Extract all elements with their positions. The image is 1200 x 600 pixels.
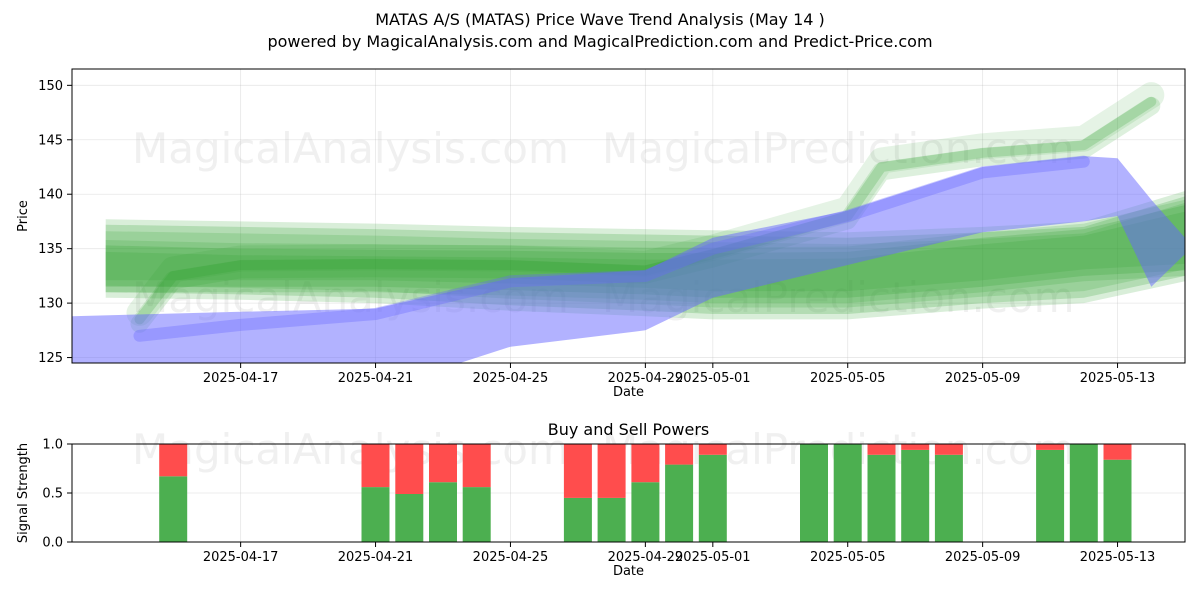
price-panel-frame	[71, 68, 1186, 364]
price-x-tick-label: 2025-04-21	[338, 371, 414, 386]
signal-x-tick-label: 2025-04-25	[473, 550, 549, 565]
price-y-tick-label: 135	[38, 242, 63, 257]
buy-power-bar	[1069, 444, 1098, 542]
buy-power-bar	[1036, 449, 1065, 542]
sell-power-bar	[563, 444, 592, 498]
watermark-text: MagicalPrediction.com	[602, 124, 1075, 173]
price-x-tick-label: 2025-05-01	[675, 371, 751, 386]
buy-power-bar	[631, 482, 660, 542]
sell-power-bar	[1036, 444, 1065, 450]
signal-x-tick-label: 2025-05-05	[810, 550, 886, 565]
buy-power-bar	[361, 487, 390, 542]
buy-power-bar	[698, 454, 727, 542]
buy-power-bar	[901, 449, 930, 542]
signal-x-tick-label: 2025-05-01	[675, 550, 751, 565]
sell-power-bar	[395, 444, 424, 494]
sell-power-bar	[901, 444, 930, 450]
buy-power-bar	[833, 444, 862, 542]
price-x-tick-label: 2025-05-09	[945, 371, 1021, 386]
signal-y-axis-label: Signal Strength	[16, 443, 31, 543]
price-x-tick-label: 2025-05-05	[810, 371, 886, 386]
blue-price-band	[72, 156, 1185, 363]
price-x-tick-label: 2025-04-29	[608, 371, 684, 386]
price-x-tick-label: 2025-04-17	[203, 371, 279, 386]
signal-y-tick-label: 0.0	[42, 536, 63, 551]
green-price-band	[105, 205, 1185, 298]
green-price-band	[105, 196, 1185, 314]
price-y-tick-label: 140	[38, 188, 63, 203]
signal-y-tick-label: 1.0	[42, 438, 63, 453]
sell-power-bar	[631, 444, 660, 483]
sell-power-bar	[934, 444, 963, 455]
price-series-group	[72, 82, 1185, 363]
buy-power-bar	[867, 454, 896, 542]
sell-power-bar	[867, 444, 896, 455]
blue-trend-line	[133, 155, 1090, 342]
buy-power-bar	[395, 494, 424, 542]
buy-power-bar	[665, 464, 694, 542]
price-y-tick-label: 125	[38, 351, 63, 366]
green-price-band	[105, 202, 1185, 308]
price-y-axis-label: Price	[16, 200, 31, 232]
buy-power-bar	[429, 482, 457, 542]
price-y-tick-label: 150	[38, 79, 63, 94]
signal-x-axis-label: Date	[613, 564, 644, 579]
price-x-tick-label: 2025-05-13	[1080, 371, 1156, 386]
price-x-tick-label: 2025-04-25	[473, 371, 549, 386]
sell-power-bar	[665, 444, 694, 465]
green-price-band	[105, 199, 1185, 304]
buy-power-bar	[563, 497, 592, 542]
buy-power-bar	[462, 487, 491, 542]
price-x-axis-label: Date	[613, 385, 644, 400]
sell-power-bar	[698, 444, 727, 455]
chart-title: MATAS A/S (MATAS) Price Wave Trend Analy…	[375, 10, 825, 29]
signal-x-tick-label: 2025-04-21	[338, 550, 414, 565]
signal-x-tick-label: 2025-05-09	[945, 550, 1021, 565]
buy-power-bar	[159, 476, 188, 542]
signal-panel-frame	[71, 443, 1186, 543]
watermark-text: MagicalAnalysis.com	[132, 425, 569, 474]
price-y-tick-label: 130	[38, 297, 63, 312]
buy-power-bar	[934, 454, 963, 542]
signal-y-tick-label: 0.5	[42, 487, 63, 502]
buy-power-bar	[1103, 459, 1132, 542]
price-y-tick-label: 145	[38, 133, 63, 148]
price-panel: 2025-04-17 2025-04-21 2025-04-25 2025-04-29…	[16, 68, 1186, 400]
watermark-text: MagicalAnalysis.com	[132, 124, 569, 173]
sell-power-bar	[159, 444, 188, 477]
green-price-band	[105, 191, 1185, 320]
buy-power-bar	[597, 497, 626, 542]
chart-subtitle: powered by MagicalAnalysis.com and Magic…	[267, 32, 932, 51]
signal-x-tick-label: 2025-04-17	[203, 550, 279, 565]
buy-power-bar	[800, 444, 828, 542]
sell-power-bar	[361, 444, 390, 488]
signal-x-tick-label: 2025-05-13	[1080, 550, 1156, 565]
sell-power-bar	[462, 444, 491, 488]
sell-power-bar	[429, 444, 457, 483]
signal-panel: 2025-04-17 2025-04-21 2025-04-25 2025-04-29…	[16, 420, 1186, 579]
green-price-band	[105, 211, 1185, 292]
signal-x-tick-label: 2025-04-29	[608, 550, 684, 565]
sell-power-bar	[597, 444, 626, 498]
sell-power-bar	[1103, 444, 1132, 460]
signal-panel-title: Buy and Sell Powers	[548, 420, 710, 439]
